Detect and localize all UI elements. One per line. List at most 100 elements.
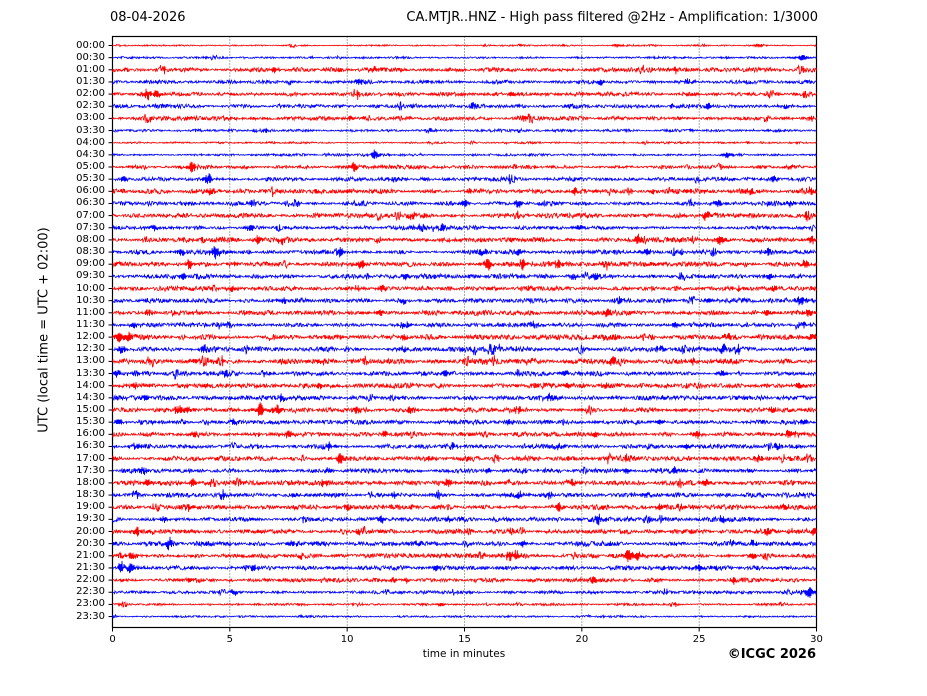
- seismogram-trace-2300: [112, 600, 817, 608]
- y-tick-label: 10:30: [76, 294, 105, 306]
- seismogram-trace-0900: [112, 258, 817, 271]
- y-tick-label: 15:30: [76, 416, 105, 428]
- seismogram-trace-2000: [112, 525, 817, 537]
- y-tick-label: 09:00: [76, 258, 105, 270]
- y-tick-label: 23:00: [76, 598, 105, 610]
- seismogram-trace-1530: [112, 418, 817, 427]
- plot-frame: [111, 35, 818, 629]
- x-tick-label: 20: [575, 633, 589, 645]
- y-tick-label: 02:30: [76, 100, 105, 112]
- x-tick-label: 5: [226, 633, 234, 645]
- seismogram-trace-2130: [112, 560, 817, 574]
- y-tick-label: 15:00: [76, 404, 105, 415]
- seismogram-trace-1830: [112, 489, 817, 501]
- seismogram-trace-1430: [112, 392, 817, 403]
- seismogram-trace-2230: [112, 587, 817, 598]
- y-tick-label: 21:00: [76, 549, 105, 561]
- y-tick-label: 18:30: [76, 489, 105, 501]
- y-tick-label: 07:30: [76, 221, 105, 233]
- seismogram-trace-2330: [112, 613, 817, 620]
- seismogram-trace-0830: [112, 245, 817, 260]
- seismogram-trace-1600: [112, 429, 817, 440]
- seismogram-trace-0300: [112, 113, 817, 124]
- seismogram-trace-0530: [112, 173, 817, 185]
- y-tick-label: 17:00: [76, 452, 105, 464]
- date-title: 08-04-2026: [110, 10, 186, 25]
- seismogram-trace-1400: [112, 381, 817, 390]
- y-tick-label: 02:00: [76, 88, 105, 100]
- seismogram-trace-0500: [112, 161, 817, 173]
- y-tick-label: 11:30: [76, 318, 105, 330]
- seismogram-trace-0930: [112, 271, 817, 281]
- y-tick-label: 14:00: [76, 379, 105, 391]
- y-tick-label: 14:30: [76, 391, 105, 403]
- y-tick-label: 04:00: [76, 136, 105, 148]
- seismogram-trace-2100: [112, 549, 817, 563]
- seismogram-trace-1100: [112, 308, 817, 318]
- y-tick-label: 21:30: [76, 561, 105, 573]
- y-tick-label: 17:30: [76, 464, 105, 476]
- seismogram-trace-0030: [112, 54, 817, 61]
- y-tick-label: 22:30: [76, 586, 105, 598]
- seismogram-trace-0400: [112, 139, 817, 146]
- seismogram-trace-0100: [112, 64, 817, 75]
- y-tick-label: 09:30: [76, 270, 105, 282]
- y-tick-label: 05:30: [76, 173, 105, 185]
- seismogram-trace-1930: [112, 513, 817, 526]
- seismogram-trace-1630: [112, 441, 817, 452]
- y-tick-label: 10:00: [76, 282, 105, 294]
- y-tick-label: 06:30: [76, 197, 105, 209]
- seismogram-trace-0330: [112, 127, 817, 135]
- seismogram-trace-2200: [112, 576, 817, 585]
- y-tick-label: 03:30: [76, 124, 105, 136]
- seismogram-trace-2030: [112, 536, 817, 551]
- seismogram-trace-0800: [112, 233, 817, 246]
- seismogram-trace-0230: [112, 100, 817, 111]
- y-tick-label: 05:00: [76, 161, 105, 172]
- y-tick-label: 07:00: [76, 209, 105, 221]
- y-tick-label: 19:00: [76, 501, 105, 513]
- x-tick-label: 0: [109, 633, 116, 645]
- y-tick-label: 01:30: [76, 75, 105, 87]
- seismogram-trace-0430: [112, 149, 817, 160]
- x-tick-label: 10: [340, 633, 354, 645]
- seismogram-trace-1230: [112, 343, 817, 356]
- y-tick-label: 13:00: [76, 355, 105, 367]
- seismogram-trace-1000: [112, 283, 817, 293]
- y-tick-label: 00:00: [76, 39, 105, 51]
- y-tick-label: 23:30: [76, 610, 105, 622]
- y-tick-label: 18:00: [76, 476, 105, 488]
- y-tick-label: 12:00: [76, 331, 105, 343]
- y-tick-label: 19:30: [76, 513, 105, 525]
- seismogram-trace-1730: [112, 466, 817, 476]
- seismogram-trace-0730: [112, 223, 817, 233]
- seismogram-trace-1330: [112, 368, 817, 380]
- seismogram-trace-0200: [112, 88, 817, 101]
- seismogram-trace-1500: [112, 402, 817, 416]
- y-tick-label: 20:30: [76, 537, 105, 549]
- seismogram-trace-1200: [112, 331, 817, 343]
- x-tick-label: 15: [458, 633, 471, 645]
- seismogram-trace-1030: [112, 295, 817, 306]
- seismogram-trace-1800: [112, 476, 817, 489]
- plot-title: CA.MTJR..HNZ - High pass filtered @2Hz -…: [406, 10, 818, 25]
- seismogram-trace-1130: [112, 320, 817, 331]
- y-tick-label: 16:30: [76, 440, 105, 452]
- y-tick-label: 04:30: [76, 148, 105, 160]
- y-tick-label: 06:00: [76, 185, 105, 197]
- y-tick-label: 03:00: [76, 112, 105, 124]
- y-tick-label: 08:30: [76, 246, 105, 258]
- y-tick-label: 00:30: [76, 51, 105, 63]
- x-tick-label: 30: [810, 633, 823, 645]
- x-tick-label: 25: [692, 633, 706, 645]
- seismogram-trace-1900: [112, 502, 817, 513]
- seismogram-trace-1700: [112, 451, 817, 465]
- seismogram-trace-0600: [112, 186, 817, 198]
- seismogram-trace-0700: [112, 210, 817, 222]
- x-axis-label: time in minutes: [422, 648, 506, 660]
- y-tick-label: 16:00: [76, 428, 105, 440]
- seismogram-trace-0630: [112, 197, 817, 208]
- y-tick-label: 12:30: [76, 343, 105, 355]
- y-tick-label: 13:30: [76, 367, 105, 379]
